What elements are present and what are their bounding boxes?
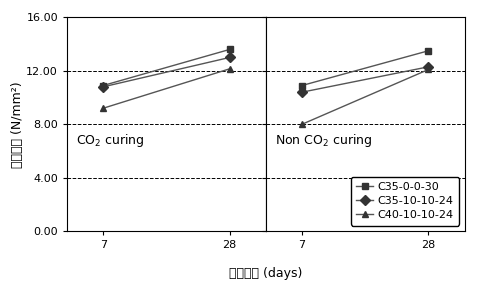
Text: 양생시간 (days): 양생시간 (days)	[229, 267, 303, 280]
Y-axis label: 압욵강도 (N/mm²): 압욵강도 (N/mm²)	[11, 81, 23, 168]
Text: CO$_2$ curing: CO$_2$ curing	[76, 132, 145, 149]
Legend: C35-0-0-30, C35-10-10-24, C40-10-10-24: C35-0-0-30, C35-10-10-24, C40-10-10-24	[351, 177, 459, 226]
Text: Non CO$_2$ curing: Non CO$_2$ curing	[275, 132, 373, 149]
